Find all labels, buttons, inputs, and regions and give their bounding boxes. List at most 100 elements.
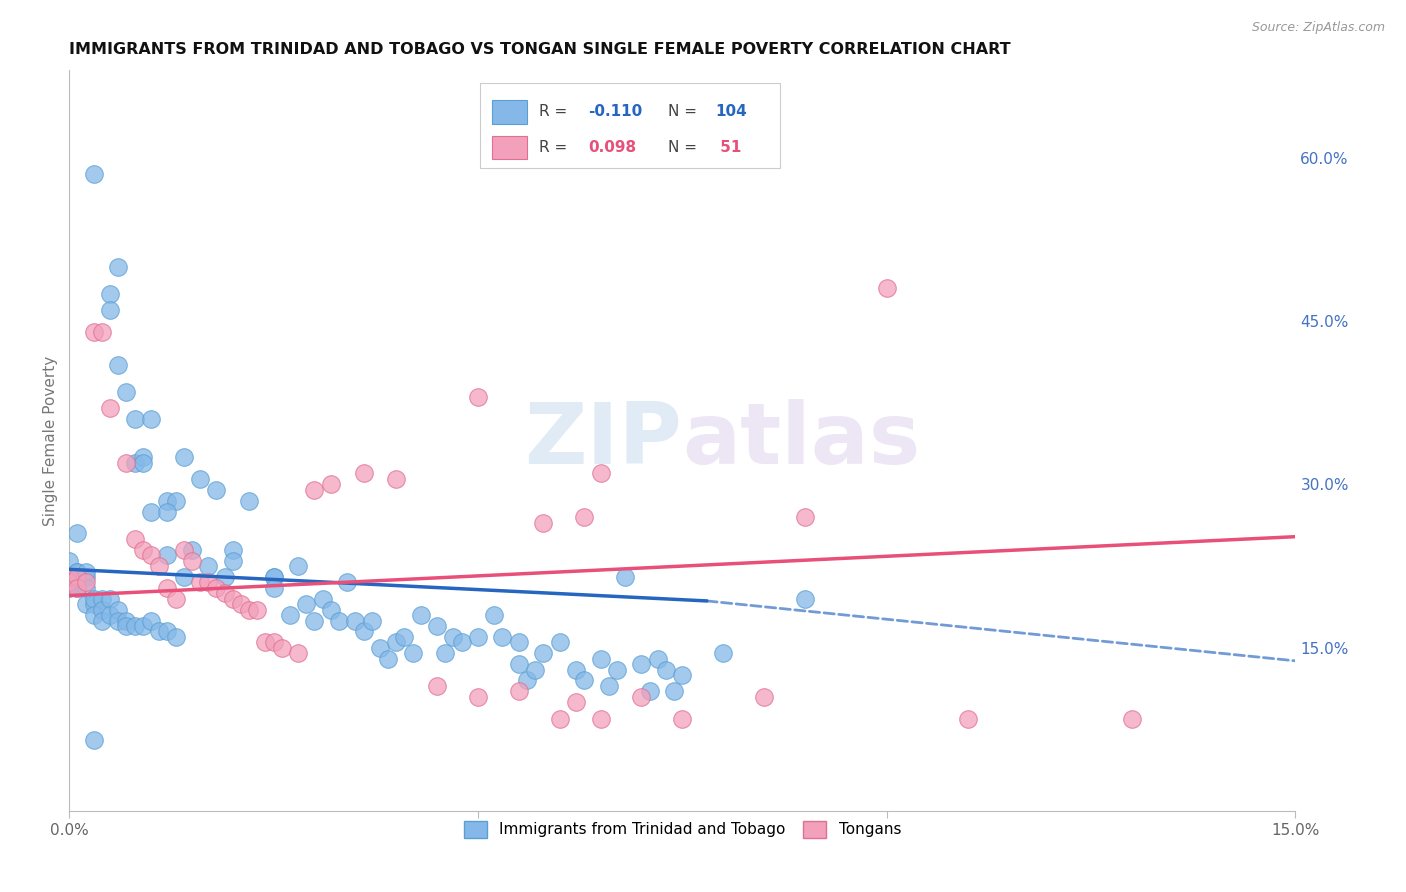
- Point: [711, 646, 734, 660]
- Point: [156, 624, 179, 639]
- Point: [278, 608, 301, 623]
- Point: [173, 542, 195, 557]
- Point: [647, 651, 669, 665]
- Point: [124, 532, 146, 546]
- Point: [156, 548, 179, 562]
- Point: [107, 358, 129, 372]
- Point: [450, 635, 472, 649]
- Point: [75, 565, 97, 579]
- Text: R =: R =: [538, 140, 572, 155]
- Point: [671, 712, 693, 726]
- Point: [156, 505, 179, 519]
- Point: [548, 635, 571, 649]
- Point: [263, 635, 285, 649]
- Text: atlas: atlas: [682, 400, 921, 483]
- Point: [83, 167, 105, 181]
- Point: [794, 510, 817, 524]
- Point: [180, 542, 202, 557]
- Point: [287, 646, 309, 660]
- Point: [630, 657, 652, 672]
- Point: [132, 456, 155, 470]
- Point: [467, 690, 489, 704]
- Point: [263, 570, 285, 584]
- Point: [222, 591, 245, 606]
- Point: [254, 635, 277, 649]
- Point: [606, 663, 628, 677]
- Text: N =: N =: [668, 140, 702, 155]
- Point: [66, 565, 89, 579]
- Point: [238, 493, 260, 508]
- Text: ZIP: ZIP: [524, 400, 682, 483]
- Point: [353, 467, 375, 481]
- Point: [83, 591, 105, 606]
- Point: [205, 581, 228, 595]
- Point: [66, 526, 89, 541]
- Point: [139, 548, 162, 562]
- Point: [165, 493, 187, 508]
- Point: [83, 597, 105, 611]
- Point: [107, 260, 129, 274]
- Point: [66, 570, 89, 584]
- Point: [83, 608, 105, 623]
- Point: [589, 467, 612, 481]
- Point: [98, 303, 121, 318]
- Point: [139, 614, 162, 628]
- Point: [516, 673, 538, 688]
- Text: 0.098: 0.098: [588, 140, 636, 155]
- Point: [655, 663, 678, 677]
- Point: [165, 630, 187, 644]
- Point: [98, 591, 121, 606]
- Point: [197, 575, 219, 590]
- Text: 104: 104: [716, 104, 747, 120]
- Point: [360, 614, 382, 628]
- Point: [173, 450, 195, 464]
- Point: [58, 570, 80, 584]
- Point: [368, 640, 391, 655]
- Point: [132, 619, 155, 633]
- Point: [214, 586, 236, 600]
- Point: [75, 581, 97, 595]
- Point: [188, 472, 211, 486]
- Point: [148, 559, 170, 574]
- Point: [205, 483, 228, 497]
- Point: [484, 608, 506, 623]
- Point: [434, 646, 457, 660]
- Point: [394, 630, 416, 644]
- Point: [1121, 712, 1143, 726]
- Point: [531, 516, 554, 530]
- Point: [98, 608, 121, 623]
- Point: [876, 281, 898, 295]
- Point: [295, 597, 318, 611]
- Point: [66, 581, 89, 595]
- Point: [467, 390, 489, 404]
- Point: [508, 657, 530, 672]
- Point: [671, 668, 693, 682]
- Bar: [492, 100, 527, 124]
- Point: [319, 477, 342, 491]
- Point: [401, 646, 423, 660]
- Point: [287, 559, 309, 574]
- Point: [508, 635, 530, 649]
- Point: [524, 663, 547, 677]
- Point: [222, 554, 245, 568]
- Point: [148, 624, 170, 639]
- Point: [598, 679, 620, 693]
- Point: [467, 630, 489, 644]
- Point: [630, 690, 652, 704]
- Point: [328, 614, 350, 628]
- Legend: Immigrants from Trinidad and Tobago, Tongans: Immigrants from Trinidad and Tobago, Ton…: [457, 814, 907, 845]
- Point: [83, 733, 105, 747]
- Point: [75, 575, 97, 590]
- Point: [139, 412, 162, 426]
- Point: [90, 614, 112, 628]
- Point: [548, 712, 571, 726]
- FancyBboxPatch shape: [479, 83, 780, 169]
- Text: 51: 51: [716, 140, 742, 155]
- Point: [353, 624, 375, 639]
- Bar: [492, 136, 527, 160]
- Point: [531, 646, 554, 660]
- Point: [426, 679, 449, 693]
- Point: [66, 565, 89, 579]
- Point: [270, 640, 292, 655]
- Point: [662, 684, 685, 698]
